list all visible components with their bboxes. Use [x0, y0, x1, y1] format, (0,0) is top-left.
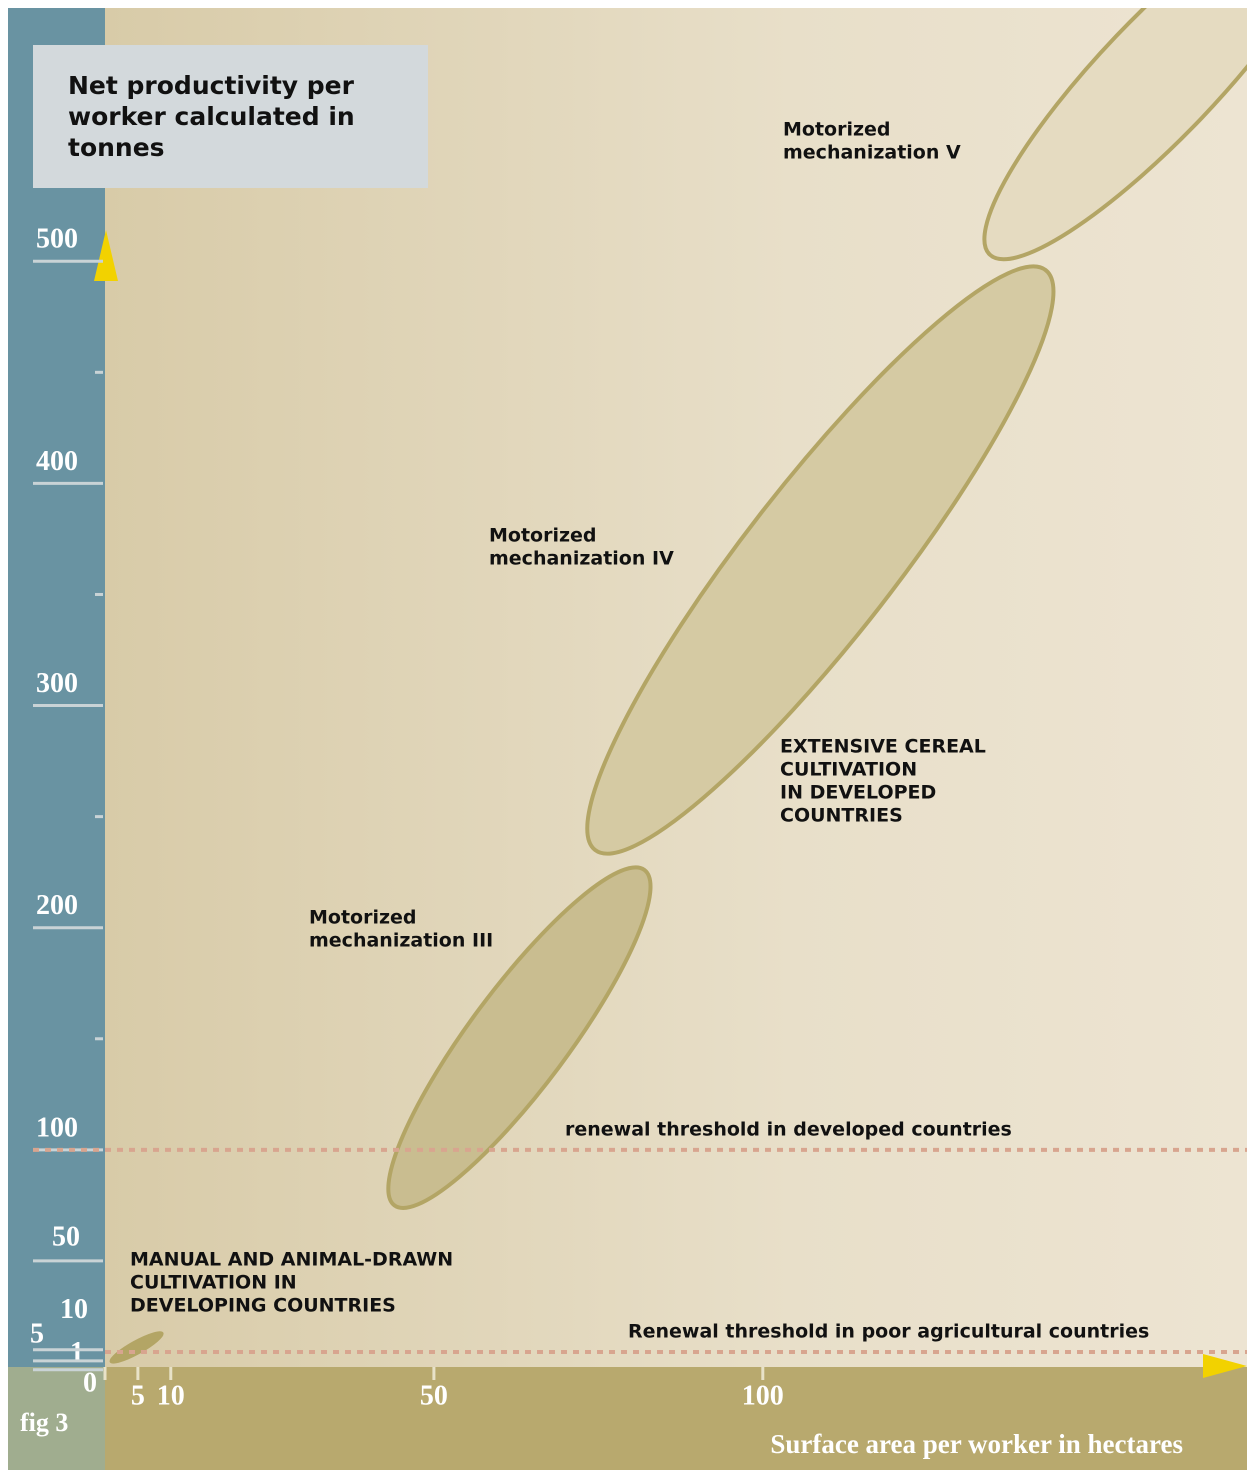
y-tick-label: 400	[36, 446, 78, 477]
regions	[109, 8, 1247, 1364]
y-axis-band	[8, 8, 105, 1367]
figure-label: fig 3	[20, 1408, 68, 1437]
x-axis-arrow	[1203, 1354, 1247, 1378]
region-label: Motorized	[489, 525, 597, 547]
title-box	[33, 45, 428, 188]
x-tick-label: 50	[420, 1380, 448, 1411]
y-tick-label: 10	[60, 1294, 88, 1325]
annotation: EXTENSIVE CEREAL	[780, 736, 986, 758]
region-label: mechanization V	[783, 142, 961, 164]
title-wrap: Net productivity per worker calculated i…	[68, 71, 355, 162]
region-label: DEVELOPING COUNTRIES	[130, 1295, 396, 1317]
region-label: mechanization IV	[489, 548, 674, 570]
region-label: MANUAL AND ANIMAL-DRAWN	[130, 1249, 453, 1271]
annotation: CULTIVATION	[780, 759, 917, 781]
y-tick-label: 500	[36, 224, 78, 255]
y-tick-label: 1	[70, 1337, 84, 1368]
x-tick-label: 10	[157, 1380, 185, 1411]
y-tick-label: 200	[36, 890, 78, 921]
x-axis-label: Surface area per worker in hectares	[770, 1429, 1183, 1459]
region-label: mechanization III	[309, 930, 493, 952]
region	[109, 1331, 164, 1364]
y-tick-label: 5	[30, 1318, 44, 1349]
region-label: CULTIVATION IN	[130, 1272, 297, 1294]
x-tick-label: 100	[742, 1380, 784, 1411]
x-tick-label: 0	[83, 1367, 97, 1398]
y-tick-label: 100	[36, 1112, 78, 1143]
region-label: Motorized	[309, 907, 417, 929]
y-axis-arrow	[94, 230, 118, 281]
annotation: COUNTRIES	[780, 805, 903, 827]
y-tick-label: 50	[52, 1221, 80, 1252]
x-axis-band	[105, 1367, 1247, 1470]
region-label: Motorized	[783, 119, 891, 141]
threshold-label: Renewal threshold in poor agricultural c…	[628, 1321, 1149, 1343]
threshold-label: renewal threshold in developed countries	[565, 1118, 1012, 1140]
region	[386, 865, 653, 1210]
region	[982, 8, 1247, 262]
region	[585, 264, 1056, 856]
y-tick-label: 300	[36, 668, 78, 699]
x-tick-label: 5	[131, 1380, 145, 1411]
chart-title: Net productivity per worker calculated i…	[68, 71, 355, 162]
figure-box	[8, 1367, 105, 1470]
annotation: IN DEVELOPED	[780, 782, 936, 804]
